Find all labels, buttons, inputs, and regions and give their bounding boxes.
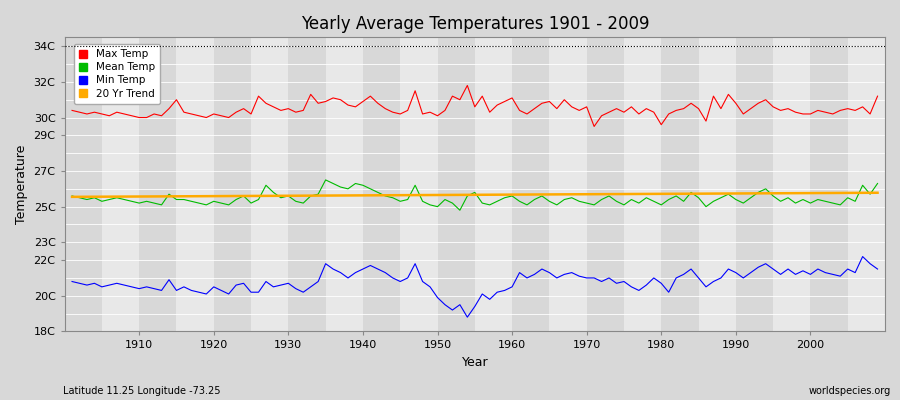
Bar — [326, 37, 363, 332]
Bar — [176, 37, 213, 332]
Bar — [251, 37, 288, 332]
Bar — [437, 37, 475, 332]
Bar — [736, 37, 773, 332]
Bar — [624, 37, 662, 332]
Y-axis label: Temperature: Temperature — [15, 145, 28, 224]
Text: Latitude 11.25 Longitude -73.25: Latitude 11.25 Longitude -73.25 — [63, 386, 220, 396]
Bar — [475, 37, 512, 332]
Bar — [885, 37, 900, 332]
Bar — [810, 37, 848, 332]
Bar — [288, 37, 326, 332]
Bar — [662, 37, 698, 332]
Bar — [140, 37, 176, 332]
Bar — [65, 37, 102, 332]
Bar — [587, 37, 624, 332]
Legend: Max Temp, Mean Temp, Min Temp, 20 Yr Trend: Max Temp, Mean Temp, Min Temp, 20 Yr Tre… — [74, 44, 160, 104]
X-axis label: Year: Year — [462, 356, 488, 369]
Bar — [698, 37, 736, 332]
Bar — [512, 37, 549, 332]
Bar — [848, 37, 885, 332]
Title: Yearly Average Temperatures 1901 - 2009: Yearly Average Temperatures 1901 - 2009 — [301, 15, 649, 33]
Bar — [400, 37, 437, 332]
Text: worldspecies.org: worldspecies.org — [809, 386, 891, 396]
Bar — [102, 37, 140, 332]
Bar — [363, 37, 400, 332]
Bar — [549, 37, 587, 332]
Bar — [773, 37, 810, 332]
Bar — [214, 37, 251, 332]
